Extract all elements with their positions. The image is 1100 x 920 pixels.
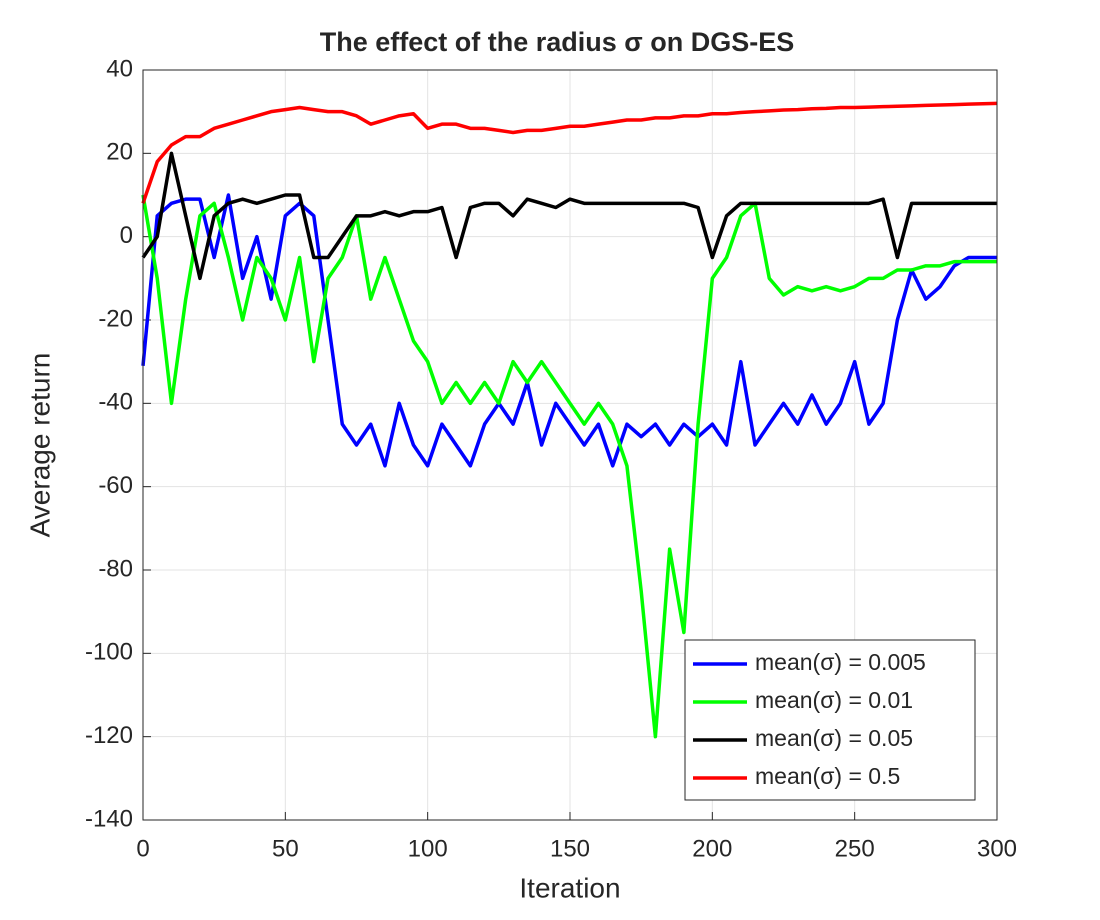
legend-label: mean(σ) = 0.5 xyxy=(755,763,900,789)
y-tick-label: -40 xyxy=(98,389,133,416)
y-axis-label: Average return xyxy=(24,353,55,538)
plot-frame xyxy=(142,69,998,821)
x-tick-label: 200 xyxy=(692,835,732,862)
legend-box xyxy=(684,639,976,801)
y-tick-label: -140 xyxy=(85,805,133,832)
y-tick-label: -120 xyxy=(85,722,133,749)
y-tick-label: -60 xyxy=(98,472,133,499)
series-line xyxy=(141,101,998,204)
x-axis-label: Iteration xyxy=(519,872,620,903)
y-tick-label: 20 xyxy=(106,139,133,166)
legend-label: mean(σ) = 0.05 xyxy=(755,725,913,751)
y-tick-label: 0 xyxy=(120,222,133,249)
x-tick-label: 250 xyxy=(835,835,875,862)
y-tick-label: -80 xyxy=(98,555,133,582)
x-tick-label: 100 xyxy=(408,835,448,862)
x-tick-label: 0 xyxy=(136,835,149,862)
legend-label: mean(σ) = 0.01 xyxy=(755,687,913,713)
series-line xyxy=(141,194,997,739)
legend: mean(σ) = 0.005 mean(σ) = 0.01 mean(σ) = 0… xyxy=(684,639,976,801)
x-tick-label: 50 xyxy=(272,835,299,862)
x-tick-label: 300 xyxy=(977,835,1017,862)
y-tick-label: -100 xyxy=(85,639,133,666)
series-line xyxy=(141,151,997,281)
legend-label: mean(σ) = 0.005 xyxy=(755,649,926,675)
y-tick-label: -20 xyxy=(98,305,133,332)
chart-title: The effect of the radius σ on DGS-ES xyxy=(320,27,795,57)
series-line xyxy=(141,193,997,468)
x-tick-label: 150 xyxy=(550,835,590,862)
y-tick-label: 40 xyxy=(106,55,133,82)
